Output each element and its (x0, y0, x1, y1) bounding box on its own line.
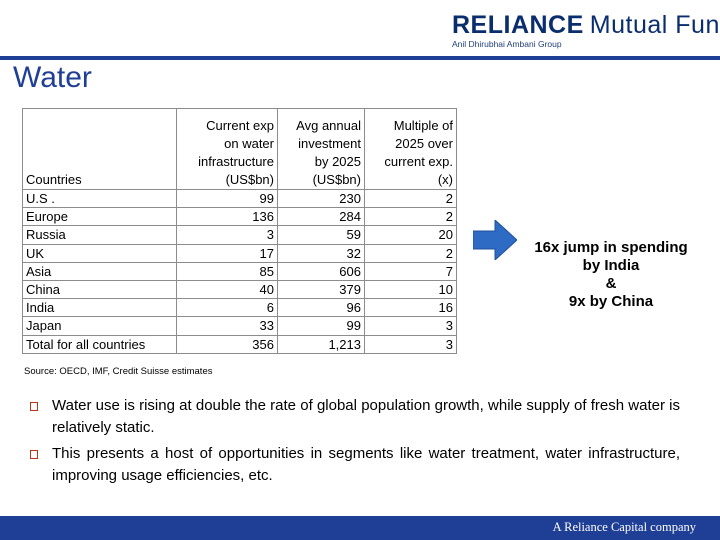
header-countries: Countries (22, 108, 177, 190)
table-row: India 6 96 16 (22, 298, 457, 318)
right-arrow-icon (473, 220, 517, 260)
table-row: Japan 33 99 3 (22, 316, 457, 336)
logo-fund-text: Mutual Fund (589, 11, 720, 39)
table-row-total: Total for all countries 356 1,213 3 (22, 334, 457, 354)
bullet-item: This presents a host of opportunities in… (30, 443, 680, 487)
bullet-item: Water use is rising at double the rate o… (30, 395, 680, 439)
footer-text: A Reliance Capital company (552, 520, 696, 534)
footer-bar: A Reliance Capital company (0, 516, 720, 540)
header-current-exp: Current exp on water infrastructure (US$… (176, 108, 278, 190)
table-row: Asia 85 606 7 (22, 261, 457, 281)
square-bullet-icon (30, 402, 38, 411)
table-row: U.S . 99 230 2 (22, 188, 457, 209)
square-bullet-icon (30, 450, 38, 459)
table-row: Europe 136 284 2 (22, 207, 457, 227)
page-title: Water (13, 61, 92, 94)
highlight-callout: 16x jump in spending by India & 9x by Ch… (534, 239, 688, 310)
table-header-row: Countries Current exp on water infrastru… (22, 108, 457, 190)
header-multiple: Multiple of 2025 over current exp. (x) (364, 108, 457, 190)
bullet-list: Water use is rising at double the rate o… (30, 395, 680, 491)
logo-tagline: Anil Dhirubhai Ambani Group (452, 39, 562, 49)
header-avg-investment: Avg annual investment by 2025 (US$bn) (277, 108, 365, 190)
company-logo: RELIANCE Mutual Fund Anil Dhirubhai Amban… (452, 11, 720, 49)
water-investment-table: Countries Current exp on water infrastru… (22, 108, 457, 354)
header-divider (0, 56, 720, 60)
logo-reliance-text: RELIANCE (452, 11, 584, 39)
table-row: UK 17 32 2 (22, 243, 457, 263)
table-row: Russia 3 59 20 (22, 225, 457, 245)
source-note: Source: OECD, IMF, Credit Suisse estimat… (24, 366, 213, 377)
table-row: China 40 379 10 (22, 279, 457, 300)
